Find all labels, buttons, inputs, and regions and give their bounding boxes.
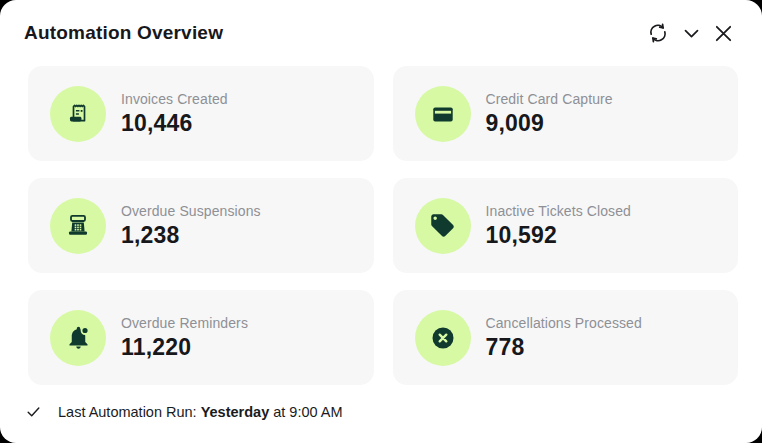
page-title: Automation Overview	[24, 22, 223, 44]
x-circle-icon	[429, 324, 457, 352]
stat-label: Inactive Tickets Closed	[486, 203, 631, 219]
stat-card: Inactive Tickets Closed 10,592	[393, 178, 739, 273]
last-run-text: Last Automation Run: Yesterday at 9:00 A…	[58, 404, 343, 420]
cash-register-icon-circle	[50, 198, 106, 254]
x-circle-icon-circle	[415, 310, 471, 366]
invoice-icon-circle	[50, 86, 106, 142]
stat-label: Invoices Created	[121, 91, 228, 107]
stat-label: Cancellations Processed	[486, 315, 642, 331]
credit-card-icon	[429, 100, 457, 128]
stat-card: Invoices Created 10,446	[28, 66, 374, 161]
stats-grid: Invoices Created 10,446 Credit Card Capt…	[28, 66, 738, 385]
panel-header: Automation Overview	[24, 0, 732, 66]
refresh-button[interactable]	[646, 21, 670, 45]
close-icon	[715, 25, 732, 42]
cash-register-icon	[64, 212, 92, 240]
last-run-status: Last Automation Run: Yesterday at 9:00 A…	[25, 403, 343, 420]
stat-value: 11,220	[121, 334, 248, 361]
stat-label: Overdue Suspensions	[121, 203, 261, 219]
header-actions	[646, 21, 732, 45]
stat-label: Credit Card Capture	[486, 91, 613, 107]
stat-card: Cancellations Processed 778	[393, 290, 739, 385]
credit-card-icon-circle	[415, 86, 471, 142]
last-run-day: Yesterday	[201, 404, 270, 420]
stat-label: Overdue Reminders	[121, 315, 248, 331]
stat-card: Credit Card Capture 9,009	[393, 66, 739, 161]
stat-card: Overdue Suspensions 1,238	[28, 178, 374, 273]
invoice-icon	[64, 100, 92, 128]
collapse-button[interactable]	[684, 26, 699, 41]
refresh-icon	[646, 21, 670, 45]
tag-icon-circle	[415, 198, 471, 254]
tag-icon	[429, 212, 456, 239]
bell-icon-circle	[50, 310, 106, 366]
stat-value: 9,009	[486, 110, 613, 137]
stat-value: 1,238	[121, 222, 261, 249]
chevron-down-icon	[684, 26, 699, 41]
stat-value: 778	[486, 334, 642, 361]
automation-overview-panel: Automation Overview	[0, 0, 762, 443]
stat-value: 10,446	[121, 110, 228, 137]
check-icon	[25, 403, 42, 420]
close-button[interactable]	[715, 25, 732, 42]
stat-card: Overdue Reminders 11,220	[28, 290, 374, 385]
stat-value: 10,592	[486, 222, 631, 249]
bell-icon	[65, 324, 92, 351]
